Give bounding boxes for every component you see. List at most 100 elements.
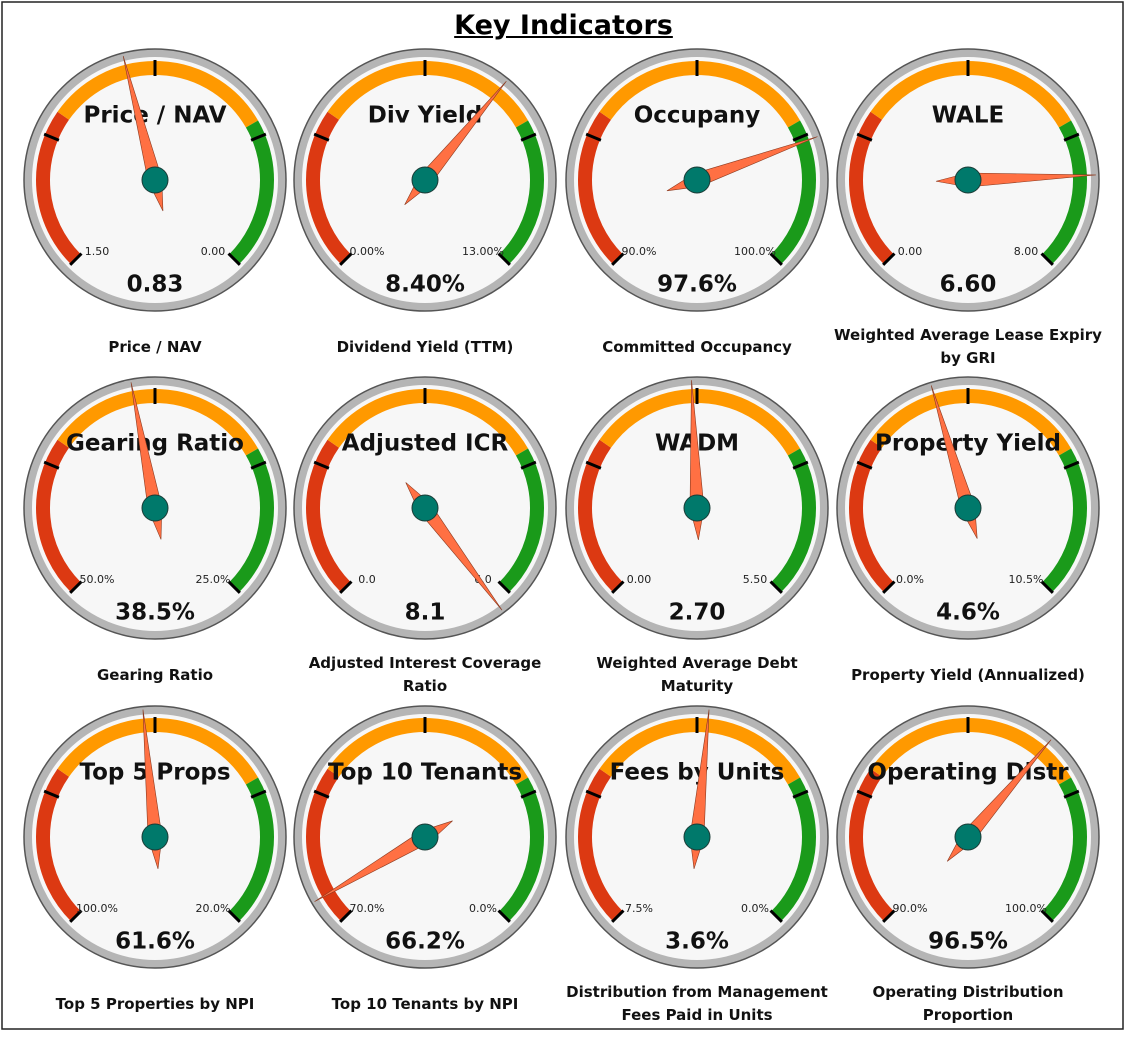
zone-red bbox=[849, 768, 894, 922]
range-min-label: 0.0 bbox=[358, 573, 376, 586]
zone-orange bbox=[599, 718, 801, 785]
gauge-caption: Property Yield (Annualized) bbox=[851, 665, 1085, 684]
scale-notch bbox=[856, 789, 873, 799]
gauge-title: Property Yield bbox=[875, 431, 1061, 457]
scale-notch bbox=[1063, 132, 1080, 142]
scale-notch bbox=[69, 580, 83, 594]
gauge-title: Top 5 Props bbox=[79, 760, 230, 786]
zone-orange bbox=[870, 718, 1072, 785]
scale-notch bbox=[882, 580, 896, 594]
needle-hub bbox=[141, 823, 169, 851]
gauge-title: Adjusted ICR bbox=[342, 431, 509, 457]
needle-hub bbox=[411, 494, 439, 522]
zone-green bbox=[771, 120, 816, 265]
range-min-label: 0.00 bbox=[898, 245, 923, 258]
scale-notch bbox=[497, 909, 511, 923]
scale-notch bbox=[1063, 789, 1080, 799]
range-max-label: 100.0% bbox=[734, 245, 776, 258]
value-label: 3.6% bbox=[665, 929, 729, 955]
gauge-caption: Top 10 Tenants by NPI bbox=[331, 994, 519, 1013]
scale-notch bbox=[520, 460, 537, 470]
gauge-caption: Adjusted Interest Coverage Ratio bbox=[308, 654, 542, 695]
needle-hub bbox=[683, 823, 711, 851]
range-max-label: 8.00 bbox=[1014, 245, 1039, 258]
needle-hub bbox=[954, 823, 982, 851]
scale-notch bbox=[856, 460, 873, 470]
scale-notch bbox=[43, 789, 60, 799]
range-min-label: 50.0% bbox=[80, 573, 115, 586]
zone-orange bbox=[599, 61, 801, 128]
zone-green bbox=[499, 120, 544, 265]
gauge-title: Fees by Units bbox=[610, 760, 785, 786]
gauge-caption: Operating Distribution Proportion bbox=[872, 983, 1064, 1024]
gauge-caption: Dividend Yield (TTM) bbox=[336, 337, 514, 356]
scale-notch bbox=[585, 132, 602, 142]
scale-notch bbox=[227, 580, 241, 594]
zone-orange bbox=[57, 389, 259, 456]
zone-red bbox=[36, 439, 81, 593]
scale-notch bbox=[611, 909, 625, 923]
scale-notch bbox=[339, 580, 353, 594]
scale-notch bbox=[339, 252, 353, 266]
zone-orange bbox=[327, 61, 529, 128]
scale-notch bbox=[1040, 909, 1054, 923]
scale-notch bbox=[1040, 580, 1054, 594]
scale-notch bbox=[69, 909, 83, 923]
value-label: 2.70 bbox=[669, 600, 726, 626]
zone-orange bbox=[870, 389, 1072, 456]
scale-notch bbox=[250, 789, 267, 799]
zone-red bbox=[849, 439, 894, 593]
zone-orange bbox=[870, 61, 1072, 128]
gauge-caption: Top 5 Properties by NPI bbox=[55, 994, 255, 1013]
range-min-label: 0.0% bbox=[896, 573, 924, 586]
zone-green bbox=[229, 120, 274, 265]
zone-red bbox=[849, 111, 894, 265]
value-label: 4.6% bbox=[936, 600, 1000, 626]
range-max-label: 20.0% bbox=[196, 902, 231, 915]
needle-hub bbox=[954, 166, 982, 194]
range-max-label: 5.50 bbox=[743, 573, 768, 586]
zone-red bbox=[578, 111, 623, 265]
scale-notch bbox=[585, 789, 602, 799]
zone-orange bbox=[57, 718, 259, 785]
zone-green bbox=[771, 448, 816, 593]
scale-notch bbox=[769, 252, 783, 266]
zone-green bbox=[229, 777, 274, 922]
value-label: 97.6% bbox=[657, 272, 737, 298]
zone-red bbox=[306, 439, 351, 593]
needle-hub bbox=[954, 494, 982, 522]
range-min-label: 70.0% bbox=[350, 902, 385, 915]
zone-red bbox=[578, 768, 623, 922]
gauge-title: Occupany bbox=[634, 103, 761, 129]
page-title: Key Indicators bbox=[454, 10, 673, 41]
range-min-label: 90.0% bbox=[622, 245, 657, 258]
scale-notch bbox=[769, 909, 783, 923]
gauge-caption: Weighted Average Lease Expiry by GRI bbox=[834, 326, 1102, 367]
zone-red bbox=[306, 111, 351, 265]
range-max-label: 13.00% bbox=[462, 245, 504, 258]
needle-hub bbox=[411, 823, 439, 851]
scale-notch bbox=[43, 460, 60, 470]
scale-notch bbox=[250, 132, 267, 142]
gauge-title: Div Yield bbox=[368, 103, 482, 129]
gauge-title: WALE bbox=[932, 103, 1005, 129]
needle-hub bbox=[141, 166, 169, 194]
range-min-label: 0.00% bbox=[350, 245, 385, 258]
scale-notch bbox=[227, 909, 241, 923]
range-min-label: 100.0% bbox=[76, 902, 118, 915]
zone-red bbox=[306, 768, 351, 922]
range-max-label: 0.00 bbox=[201, 245, 226, 258]
gauge-caption: Committed Occupancy bbox=[602, 337, 792, 356]
value-label: 61.6% bbox=[115, 929, 195, 955]
scale-notch bbox=[792, 132, 809, 142]
gauge-caption: Weighted Average Debt Maturity bbox=[596, 654, 798, 695]
scale-notch bbox=[792, 789, 809, 799]
zone-orange bbox=[599, 389, 801, 456]
zone-orange bbox=[57, 61, 259, 128]
gauge-title: Operating Distr bbox=[867, 760, 1069, 786]
scale-notch bbox=[69, 252, 83, 266]
range-min-label: 90.0% bbox=[893, 902, 928, 915]
scale-notch bbox=[313, 132, 330, 142]
